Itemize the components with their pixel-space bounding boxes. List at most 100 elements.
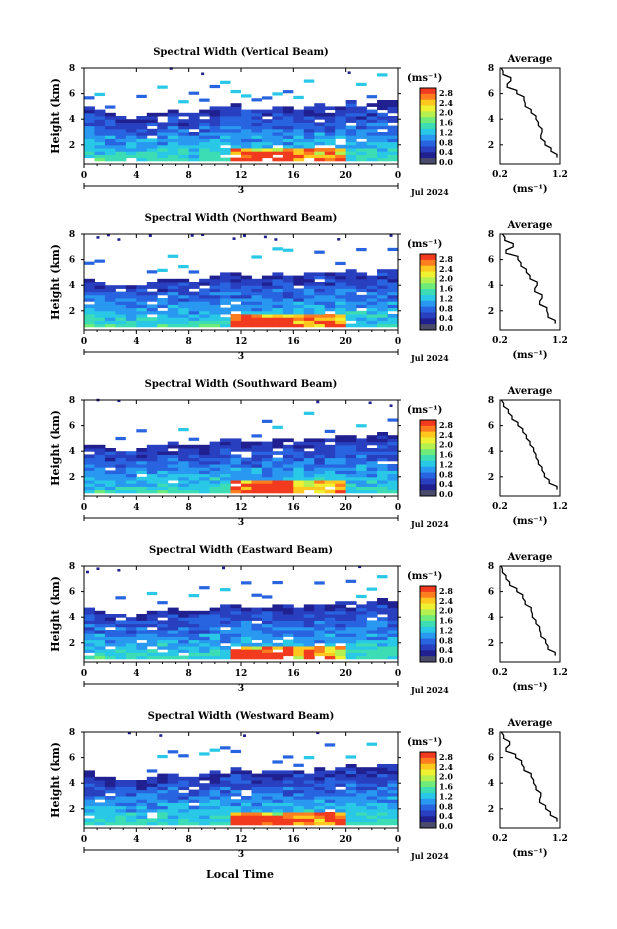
heatmap-cell xyxy=(209,783,221,787)
heatmap-cell xyxy=(178,633,190,637)
heatmap-cell xyxy=(377,486,389,491)
heatmap-cell xyxy=(356,304,368,309)
heatmap-cell xyxy=(146,294,158,299)
heatmap-cell xyxy=(125,780,137,784)
heatmap-cell xyxy=(199,786,211,791)
heatmap-cell xyxy=(167,132,179,136)
heatmap-cell xyxy=(324,607,336,612)
heatmap-cell xyxy=(220,799,232,803)
heatmap-cell xyxy=(366,815,378,819)
heatmap-cell xyxy=(136,489,148,494)
heatmap-cell xyxy=(324,278,336,283)
heatmap-cell xyxy=(303,655,315,660)
heatmap-cell xyxy=(94,444,106,449)
heatmap-cell xyxy=(345,630,357,634)
heatmap-cell xyxy=(146,270,158,274)
heatmap-cell xyxy=(220,773,232,778)
heatmap-cell xyxy=(146,652,158,657)
heatmap-cell xyxy=(282,802,294,807)
heatmap-cell xyxy=(251,617,263,621)
heatmap-cell xyxy=(272,815,284,819)
heatmap-cell xyxy=(387,610,399,615)
heatmap-cell xyxy=(377,773,389,778)
heatmap-cell xyxy=(157,473,169,478)
heatmap-cell xyxy=(241,623,252,628)
average-y-tick-label: 8 xyxy=(488,728,494,738)
heatmap-cell xyxy=(230,821,242,826)
heatmap-cell xyxy=(230,307,242,312)
heatmap-cell xyxy=(136,451,148,455)
colorbar-unit: (ms⁻¹) xyxy=(407,405,442,416)
heatmap-cell xyxy=(188,454,200,459)
heatmap-cell xyxy=(230,128,242,133)
heatmap-cell xyxy=(387,476,399,481)
heatmap-cell xyxy=(324,646,336,650)
heatmap-cell xyxy=(127,731,131,735)
heatmap-cell xyxy=(377,285,389,289)
heatmap-cell xyxy=(178,473,190,478)
heatmap-cell xyxy=(366,480,378,484)
heatmap-cell xyxy=(136,649,148,653)
heatmap-cell xyxy=(199,128,211,133)
heatmap-cell xyxy=(94,780,106,784)
heatmap-cell xyxy=(272,298,284,302)
heatmap-cell xyxy=(387,272,399,277)
heatmap-cell xyxy=(303,796,315,800)
heatmap-cell xyxy=(303,135,315,139)
heatmap-cell xyxy=(261,808,273,813)
heatmap-cell xyxy=(115,294,127,299)
heatmap-cell xyxy=(230,792,242,797)
heatmap-cell xyxy=(366,154,378,159)
heatmap-cell xyxy=(230,786,242,791)
y-tick-label: 8 xyxy=(69,230,75,240)
heatmap-cell xyxy=(94,109,106,114)
heatmap-cell xyxy=(303,154,315,159)
x-tick-label: 0 xyxy=(395,337,401,347)
heatmap-cell xyxy=(314,786,326,791)
heatmap-cell xyxy=(178,457,190,462)
heatmap-cell xyxy=(377,799,389,803)
heatmap-cell xyxy=(84,467,95,471)
heatmap-cell xyxy=(251,451,263,455)
heatmap-cell xyxy=(157,815,169,819)
colorbar-tick-label: 1.6 xyxy=(439,118,453,128)
heatmap-cell xyxy=(251,317,263,321)
heatmap-cell xyxy=(167,610,179,615)
heatmap-cell xyxy=(178,100,189,104)
heatmap-cell xyxy=(241,614,252,618)
heatmap-cell xyxy=(230,89,241,94)
heatmap-cell xyxy=(104,116,116,120)
heatmap-cell xyxy=(293,132,305,136)
heatmap-cell xyxy=(345,291,357,296)
heatmap-cell xyxy=(199,642,211,647)
heatmap-cell xyxy=(241,581,252,585)
heatmap-cell xyxy=(377,601,389,605)
heatmap-cell xyxy=(293,655,305,660)
x-tick-label: 12 xyxy=(235,171,248,181)
heatmap-cell xyxy=(220,617,232,621)
heatmap-cell xyxy=(358,565,362,569)
heatmap-cell xyxy=(303,314,315,318)
heatmap-cell xyxy=(167,649,179,653)
heatmap-cell xyxy=(84,620,95,625)
heatmap-cell xyxy=(366,467,378,471)
heatmap-cell xyxy=(324,743,336,747)
heatmap-cell xyxy=(220,796,232,800)
heatmap-cell xyxy=(303,776,315,781)
heatmap-cell xyxy=(220,441,232,446)
heatmap-cell xyxy=(241,307,252,312)
heatmap-cell xyxy=(324,460,336,465)
heatmap-cell xyxy=(324,483,336,487)
heatmap-cell xyxy=(188,646,200,650)
heatmap-cell xyxy=(387,633,399,637)
heatmap-cell xyxy=(387,294,399,299)
heatmap-cell xyxy=(241,444,252,449)
heatmap-cell xyxy=(345,157,357,162)
heatmap-cell xyxy=(188,821,200,826)
heatmap-cell xyxy=(125,128,137,133)
heatmap-cell xyxy=(366,646,378,650)
heatmap-cell xyxy=(261,473,273,478)
heatmap-cell xyxy=(104,301,116,305)
heatmap-cell xyxy=(146,623,158,628)
heatmap-cell xyxy=(136,614,148,618)
